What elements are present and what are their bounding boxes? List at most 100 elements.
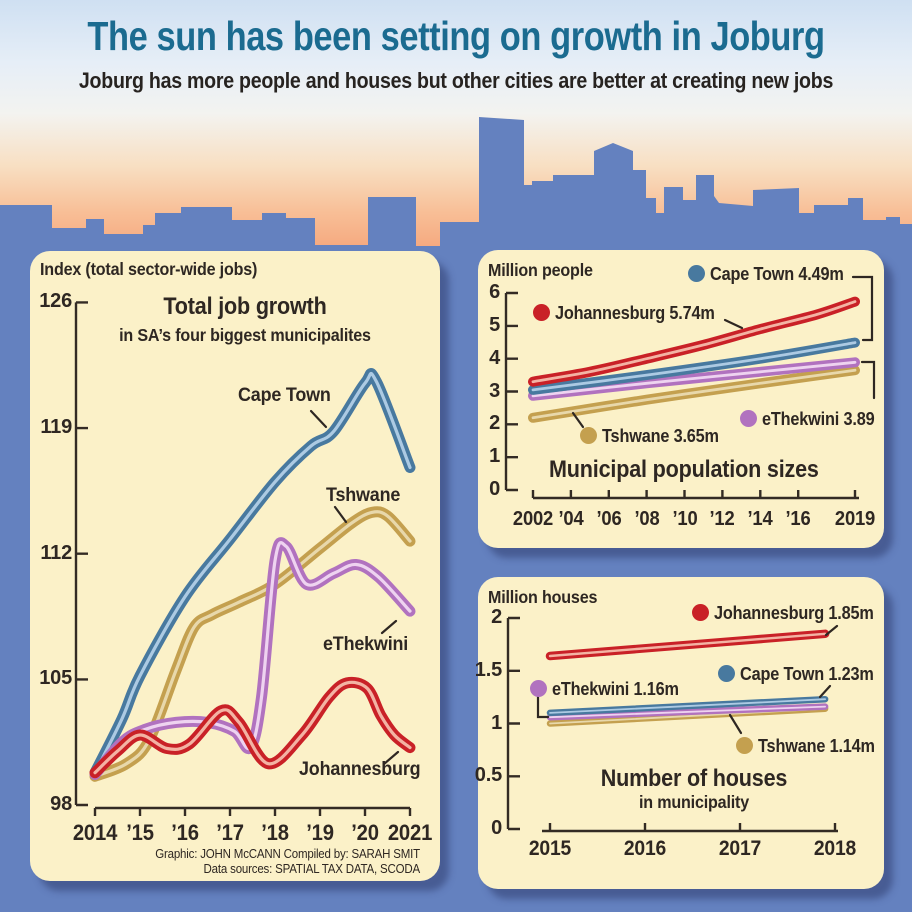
series-line-cape-town	[89, 368, 416, 779]
legend-dot-johannesburg	[533, 304, 550, 321]
jobs-axis-unit-label: Index (total sector-wide jobs)	[40, 259, 258, 279]
series-highlight-cape-town	[549, 698, 826, 714]
x-tick-label: ’17	[216, 820, 244, 845]
houses-chart-title: Number of houses	[600, 765, 788, 792]
label-pointer-line	[309, 409, 328, 429]
axis	[504, 291, 859, 500]
legend-label-ethekwini-houses: eThekwini 1.16m	[552, 678, 679, 699]
y-tick-label: 126	[39, 290, 72, 313]
legend-dot-cape-town-houses	[718, 665, 735, 682]
jobs-chart-title: Total job growth	[163, 293, 327, 320]
x-tick-label: 2017	[718, 837, 762, 860]
y-tick-label: 98	[50, 793, 72, 815]
y-tick-label: 2	[491, 606, 502, 628]
x-tick-label: 2021	[387, 820, 433, 845]
series-highlight-ethekwini	[93, 541, 412, 777]
y-tick-label: 5	[489, 313, 500, 336]
x-tick-label: ’16	[785, 508, 811, 530]
series-highlight-tshwane	[531, 368, 857, 420]
legend-label-tshwane: Tshwane 3.65m	[602, 425, 719, 446]
label-pointer-line	[851, 275, 874, 342]
x-tick-label: ’04	[558, 508, 584, 530]
x-tick-label: 2019	[834, 508, 876, 530]
y-tick-label: 4	[489, 346, 500, 369]
houses-chart-subtitle: in municipality	[639, 792, 749, 812]
legend-dot-cape-town	[688, 265, 705, 282]
label-pointer-line	[818, 684, 832, 699]
jobs-chart-subtitle: in SA’s four biggest municipalites	[119, 325, 371, 345]
legend-label-cape-town: Cape Town 4.49m	[710, 263, 844, 284]
y-tick-label: 112	[40, 541, 72, 564]
y-tick-label: 1	[489, 445, 500, 468]
label-pointer-line	[380, 619, 398, 635]
x-tick-label: ’20	[351, 820, 379, 845]
series-highlight-ethekwini	[549, 705, 826, 719]
x-tick-label: ’14	[747, 508, 773, 530]
legend-label-johannesburg-houses: Johannesburg 1.85m	[714, 602, 874, 623]
label-pointer-line	[723, 318, 744, 330]
houses-axis-unit-label: Million houses	[488, 587, 598, 607]
y-tick-label: 2	[489, 412, 500, 435]
y-tick-label: 1	[491, 711, 502, 734]
series-highlight-cape-town	[531, 341, 857, 392]
population-chart-title: Municipal population sizes	[549, 456, 819, 483]
series-highlight-ethekwini	[531, 360, 857, 398]
y-tick-label: 0	[491, 817, 502, 839]
y-tick-label: 0	[489, 478, 500, 500]
x-tick-label: ’15	[126, 820, 154, 845]
x-tick-label: ’12	[709, 508, 735, 530]
series-label-cape-town: Cape Town	[238, 384, 331, 406]
y-tick-label: 1.5	[474, 658, 502, 681]
houses-chart-svg	[506, 616, 839, 833]
x-tick-label: ’06	[596, 508, 622, 530]
x-tick-label: 2016	[623, 837, 667, 860]
credits-line-1: Graphic: JOHN McCANN Compiled by: SARAH …	[155, 847, 420, 861]
page-subtitle: Joburg has more people and houses but ot…	[78, 68, 834, 93]
legend-dot-ethekwini	[740, 410, 757, 427]
label-pointer-line	[728, 713, 743, 735]
x-tick-label: ’08	[634, 508, 660, 530]
legend-dot-tshwane	[580, 427, 597, 444]
x-tick-label: 2014	[72, 820, 118, 845]
jobs-chart-panel: Index (total sector-wide jobs) Total job…	[30, 251, 440, 881]
series-label-ethekwini: eThekwini	[323, 633, 409, 655]
jobs-chart-svg	[74, 301, 416, 816]
x-tick-label: 2018	[813, 837, 857, 860]
y-tick-label: 3	[489, 379, 500, 402]
houses-chart-panel: Million houses Johannesburg 1.85m Cape T…	[475, 577, 884, 889]
x-tick-label: ’16	[171, 820, 199, 845]
legend-label-tshwane-houses: Tshwane 1.14m	[758, 735, 875, 756]
axis	[506, 616, 838, 833]
x-tick-label: ’19	[306, 820, 334, 845]
label-pointer-line	[860, 360, 876, 400]
y-tick-label: 6	[489, 281, 500, 304]
label-pointer-line	[824, 624, 839, 637]
axis	[74, 301, 412, 816]
series-label-johannesburg: Johannesburg	[299, 758, 421, 780]
legend-label-johannesburg: Johannesburg 5.74m	[555, 302, 715, 323]
legend-dot-tshwane-houses	[736, 737, 753, 754]
label-pointer-line	[333, 505, 348, 524]
series-highlight-cape-town	[93, 371, 412, 775]
city-skyline-silhouette	[0, 117, 912, 255]
population-chart-svg	[504, 275, 876, 500]
legend-dot-johannesburg-houses	[692, 604, 709, 621]
legend-label-cape-town-houses: Cape Town 1.23m	[740, 663, 874, 684]
x-tick-label: 2015	[528, 837, 572, 860]
page-title: The sun has been setting on growth in Jo…	[87, 13, 825, 59]
label-pointer-line	[382, 750, 400, 766]
population-chart-panel: Million people Cape Town 4.49m Johannesb…	[478, 250, 884, 548]
x-tick-label: 2002	[512, 508, 554, 530]
x-tick-label: ’18	[261, 820, 289, 845]
legend-label-ethekwini: eThekwini 3.89	[762, 408, 875, 429]
credits-line-2: Data sources: SPATIAL TAX DATA, SCODA	[203, 862, 421, 876]
label-pointer-line	[571, 411, 585, 429]
series-highlight-johannesburg	[93, 680, 412, 775]
series-label-tshwane: Tshwane	[326, 484, 401, 506]
population-axis-unit-label: Million people	[488, 260, 593, 280]
y-tick-label: 105	[39, 667, 72, 690]
x-tick-label: ’10	[671, 508, 698, 530]
y-tick-label: 0.5	[474, 764, 502, 787]
series-highlight-johannesburg	[548, 632, 827, 658]
